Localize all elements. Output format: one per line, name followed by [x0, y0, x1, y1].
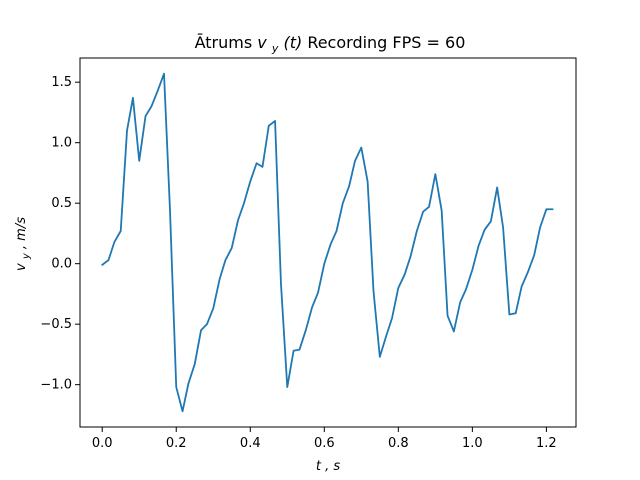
y-axis-tick-label: 0.0 — [51, 257, 72, 272]
x-axis-label-unit: , s — [325, 459, 340, 474]
y-axis-label-unit: , m/s — [14, 217, 29, 249]
x-axis-tick-label: 1.2 — [536, 436, 557, 451]
y-axis-tick-label: −1.0 — [40, 378, 72, 393]
title-prefix: Ātrums — [195, 33, 258, 52]
series-line-1 — [101, 72, 554, 413]
y-axis-tick-label: 1.5 — [51, 75, 72, 90]
x-axis-tick-label: 0.8 — [388, 436, 409, 451]
x-axis-label-symbol: t — [316, 459, 322, 474]
title-suffix: Recording FPS = 60 — [307, 33, 465, 52]
x-axis-label: t , s — [316, 459, 341, 474]
y-axis-tick-label: 1.0 — [51, 136, 72, 151]
title-argument: (t) — [283, 33, 302, 52]
y-axis-tick-label: −0.5 — [40, 317, 72, 332]
y-axis-label-symbol: v — [14, 263, 29, 271]
x-axis-tick-label: 1.0 — [462, 436, 483, 451]
x-axis-tick-label: 0.2 — [166, 436, 187, 451]
x-axis-tick-label: 0.0 — [92, 436, 113, 451]
y-axis-tick-label: 0.5 — [51, 196, 72, 211]
x-axis: 0.0 0.2 0.4 0.6 0.8 1.0 1.2 — [92, 427, 557, 451]
title-subscript: y — [271, 42, 279, 55]
y-axis-label: v y , m/s — [14, 217, 33, 271]
title-symbol: v — [257, 33, 267, 52]
y-axis-label-subscript: y — [21, 252, 32, 260]
plot-area — [79, 57, 577, 428]
plot-frame — [79, 57, 577, 428]
chart-title: Ātrums v y (t) Recording FPS = 60 — [195, 33, 466, 56]
x-axis-tick-label: 0.4 — [240, 436, 261, 451]
y-axis: −1.0 −0.5 0.0 0.5 1.0 1.5 — [40, 75, 80, 393]
x-axis-tick-label: 0.6 — [314, 436, 335, 451]
